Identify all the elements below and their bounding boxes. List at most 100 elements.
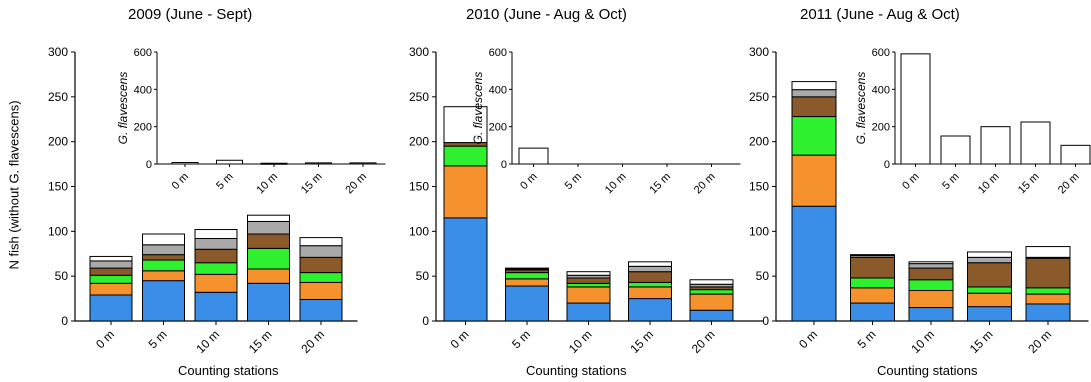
inset-x-tick-label: 5 m xyxy=(940,171,961,192)
bar-segment xyxy=(89,282,133,296)
panel-2-x-axis-label: Counting stations xyxy=(526,363,627,378)
bar-segment xyxy=(247,268,290,284)
bar-segment xyxy=(628,271,672,283)
panel-1-x-axis-label: Counting stations xyxy=(178,363,279,378)
bar-segment xyxy=(194,238,238,250)
bar-segment xyxy=(908,279,954,292)
bar-segment xyxy=(247,282,290,322)
x-tick-label: 5 m xyxy=(146,327,170,351)
bar-segment xyxy=(1025,246,1071,258)
y-tick-label: 200 xyxy=(749,135,769,149)
bar-segment xyxy=(247,220,290,235)
inset-y-tick-label: 400 xyxy=(489,84,507,96)
bar-segment xyxy=(505,272,549,280)
x-tick-label: 20 m xyxy=(298,327,327,356)
bar-segment xyxy=(142,244,185,256)
panel-3-x-axis-label: Counting stations xyxy=(877,363,978,378)
y-tick-label: 300 xyxy=(48,45,68,59)
inset-x-tick-label: 15 m xyxy=(299,171,325,197)
bar-segment xyxy=(850,302,895,322)
bar-segment xyxy=(142,280,185,322)
bar-segment xyxy=(89,260,133,269)
y-tick-label: 300 xyxy=(749,45,769,59)
y-tick-label: 0 xyxy=(422,314,429,328)
bar-segment xyxy=(850,254,895,257)
panel-1-title: 2009 (June - Sept) xyxy=(128,6,253,23)
inset-bar xyxy=(518,147,549,165)
inset-x-tick-label: 15 m xyxy=(647,171,673,197)
y-tick-label: 50 xyxy=(416,269,430,283)
inset-y-tick-label: 0 xyxy=(146,159,152,171)
inset-x-tick-label: 10 m xyxy=(603,171,629,197)
bar-segment xyxy=(505,278,549,287)
bar-segment xyxy=(908,261,954,265)
bar-segment xyxy=(628,298,672,322)
x-tick-label: 0 m xyxy=(448,327,472,351)
bar-segment xyxy=(443,165,488,219)
x-tick-label: 10 m xyxy=(566,327,595,356)
y-tick-label: 100 xyxy=(409,224,429,238)
bar-segment xyxy=(142,270,185,282)
y-tick-label: 100 xyxy=(48,224,68,238)
bar-segment xyxy=(1025,293,1071,305)
panel-2-title: 2010 (June - Aug & Oct) xyxy=(466,6,627,23)
bar-segment xyxy=(443,217,488,322)
x-tick-label: 0 m xyxy=(93,327,117,351)
bar-segment xyxy=(791,81,837,91)
bar-segment xyxy=(89,274,133,284)
inset-bar xyxy=(980,126,1011,165)
bar-segment xyxy=(142,254,185,261)
inset-y-tick-label: 200 xyxy=(872,122,890,134)
bar-segment xyxy=(194,291,238,322)
bar-segment xyxy=(967,286,1012,294)
bar-segment xyxy=(194,273,238,293)
bar-segment xyxy=(566,302,611,322)
y-tick-label: 150 xyxy=(409,180,429,194)
inset-bar xyxy=(1020,121,1051,165)
bar-segment xyxy=(142,259,185,272)
bar-segment xyxy=(566,271,611,276)
bar-segment xyxy=(443,145,488,167)
bar-segment xyxy=(791,205,837,322)
y-tick-label: 50 xyxy=(756,269,770,283)
bar-segment xyxy=(443,106,488,144)
bar-segment xyxy=(566,277,611,284)
bar-segment xyxy=(299,256,343,274)
x-tick-label: 15 m xyxy=(246,327,275,356)
y-tick-label: 150 xyxy=(749,180,769,194)
inset-bar xyxy=(940,135,971,165)
bar-segment xyxy=(908,267,954,281)
bar-segment xyxy=(566,286,611,304)
inset-bar xyxy=(305,162,332,165)
y-tick-label: 50 xyxy=(55,269,69,283)
bar-segment xyxy=(967,306,1012,322)
inset-y-tick-label: 0 xyxy=(884,159,890,171)
bar-segment xyxy=(689,289,734,295)
bar-segment xyxy=(628,265,672,273)
inset-y-axis-label: G. flavescens xyxy=(471,72,485,145)
bar-segment xyxy=(967,262,1012,288)
inset-x-tick-label: 10 m xyxy=(976,171,1002,197)
inset-y-tick-label: 200 xyxy=(134,122,152,134)
bar-segment xyxy=(850,256,895,279)
inset-y-tick-label: 600 xyxy=(134,47,152,59)
inset-x-tick-label: 20 m xyxy=(692,171,718,197)
bar-segment xyxy=(689,293,734,311)
bar-segment xyxy=(247,214,290,222)
bar-segment xyxy=(908,307,954,322)
inset-bar xyxy=(900,53,931,165)
bar-segment xyxy=(505,267,549,270)
bar-segment xyxy=(689,279,734,285)
bar-segment xyxy=(89,294,133,322)
bar-segment xyxy=(194,262,238,275)
bar-segment xyxy=(299,298,343,322)
bar-segment xyxy=(967,292,1012,308)
bar-segment xyxy=(194,229,238,240)
bar-segment xyxy=(908,290,954,309)
bar-segment xyxy=(566,282,611,288)
inset-y-axis-label: G. flavescens xyxy=(854,72,868,145)
y-tick-label: 150 xyxy=(48,180,68,194)
x-tick-label: 20 m xyxy=(1025,327,1054,356)
bar-segment xyxy=(142,233,185,246)
